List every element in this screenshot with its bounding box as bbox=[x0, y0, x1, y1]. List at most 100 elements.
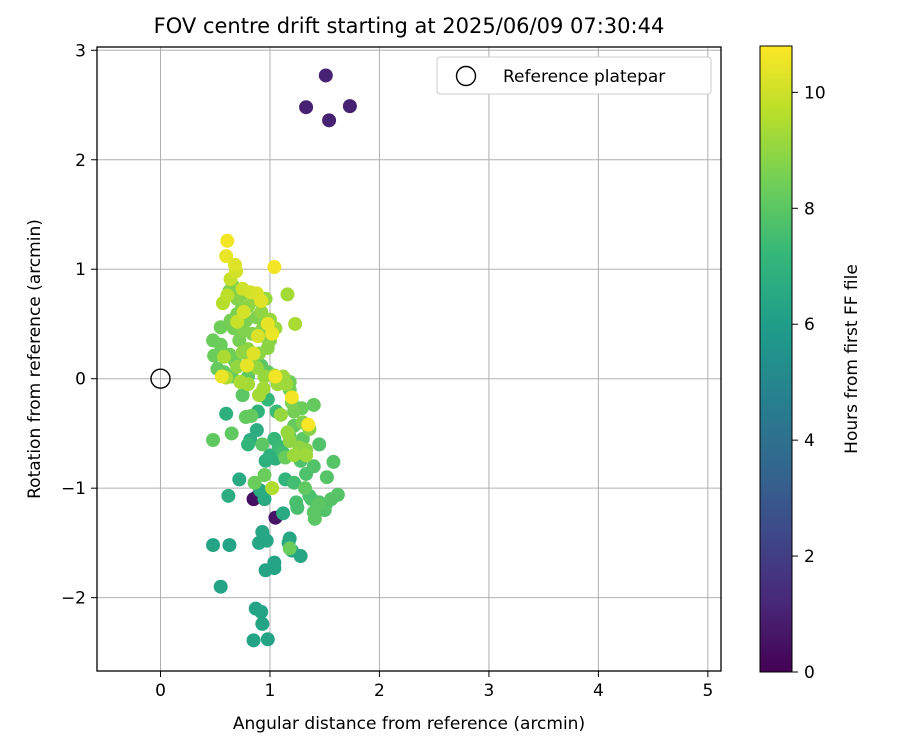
data-point bbox=[287, 448, 302, 463]
data-point bbox=[257, 468, 272, 483]
x-tick-label: 2 bbox=[374, 681, 385, 701]
reference-marker-group bbox=[150, 368, 171, 389]
colorbar-tick-label: 2 bbox=[804, 547, 815, 567]
data-point bbox=[301, 417, 316, 432]
data-point bbox=[227, 257, 242, 272]
data-point bbox=[279, 377, 294, 392]
data-point bbox=[206, 333, 221, 348]
data-point bbox=[233, 374, 248, 389]
data-point bbox=[236, 304, 251, 319]
data-point bbox=[299, 100, 314, 115]
chart-title: FOV centre drift starting at 2025/06/09 … bbox=[154, 14, 665, 38]
plot-frame bbox=[96, 46, 722, 672]
colorbar-tick-label: 8 bbox=[804, 199, 815, 219]
data-point bbox=[244, 408, 259, 423]
data-point bbox=[230, 314, 245, 329]
colorbar-tick-label: 10 bbox=[804, 83, 826, 103]
data-point bbox=[311, 497, 326, 512]
data-point bbox=[319, 470, 334, 485]
data-point bbox=[307, 511, 322, 526]
data-point bbox=[265, 481, 280, 496]
data-point bbox=[239, 358, 254, 373]
data-point bbox=[299, 448, 314, 463]
data-point bbox=[284, 390, 299, 405]
colorbar-tick-label: 0 bbox=[804, 663, 815, 683]
y-tick-label: 0 bbox=[75, 370, 86, 390]
data-point bbox=[262, 448, 277, 463]
data-point bbox=[250, 329, 265, 344]
colorbar-ticks: 0 2 4 6 8 10 bbox=[792, 83, 826, 683]
data-point bbox=[267, 555, 282, 570]
data-point bbox=[260, 632, 275, 647]
data-point bbox=[288, 316, 303, 331]
legend-entry-reference-platepar: Reference platepar bbox=[503, 67, 665, 87]
data-point bbox=[206, 538, 221, 553]
data-point bbox=[287, 475, 302, 490]
data-point bbox=[241, 437, 256, 452]
data-point bbox=[306, 459, 321, 474]
colorbar-gradient bbox=[759, 45, 793, 673]
data-point bbox=[220, 288, 235, 303]
data-point bbox=[232, 472, 247, 487]
data-point bbox=[257, 492, 272, 507]
data-point bbox=[282, 541, 297, 556]
data-point bbox=[267, 260, 282, 275]
data-point bbox=[306, 397, 321, 412]
data-point bbox=[252, 388, 267, 403]
data-point bbox=[273, 407, 288, 422]
data-point bbox=[265, 326, 280, 341]
data-point bbox=[249, 423, 264, 438]
colorbar: 0 2 4 6 8 10 Hours from first FF file bbox=[759, 45, 862, 683]
data-point bbox=[280, 425, 295, 440]
colorbar-tick-label: 6 bbox=[804, 315, 815, 335]
data-point bbox=[224, 426, 239, 441]
data-point bbox=[235, 388, 250, 403]
data-point bbox=[220, 233, 235, 248]
x-tick-label: 5 bbox=[702, 681, 713, 701]
data-point bbox=[318, 68, 333, 83]
colorbar-tick-label: 4 bbox=[804, 431, 815, 451]
y-tick-label: 3 bbox=[75, 41, 86, 61]
data-point bbox=[246, 346, 261, 361]
y-tick-label: 2 bbox=[75, 151, 86, 171]
x-tick-label: 3 bbox=[484, 681, 495, 701]
x-tick-label: 0 bbox=[155, 681, 166, 701]
y-axis-label: Rotation from reference (arcmin) bbox=[25, 219, 45, 499]
data-point bbox=[255, 616, 270, 631]
data-point bbox=[219, 406, 234, 421]
data-point bbox=[219, 249, 234, 264]
x-axis-ticks: 0 1 2 3 4 5 bbox=[155, 671, 713, 701]
y-tick-label: −1 bbox=[61, 479, 86, 499]
data-point bbox=[322, 113, 337, 128]
data-point bbox=[222, 538, 237, 553]
data-point bbox=[255, 437, 270, 452]
data-point bbox=[276, 506, 291, 521]
data-point bbox=[247, 475, 262, 490]
data-point bbox=[298, 481, 312, 496]
y-tick-label: −2 bbox=[61, 589, 86, 609]
data-point bbox=[268, 369, 283, 384]
data-point bbox=[221, 488, 236, 503]
data-point bbox=[254, 604, 269, 619]
data-point bbox=[256, 530, 271, 545]
data-point bbox=[213, 320, 228, 335]
grid bbox=[97, 47, 721, 671]
data-point bbox=[206, 433, 221, 448]
data-point bbox=[213, 579, 228, 594]
data-point bbox=[216, 349, 231, 364]
x-axis-label: Angular distance from reference (arcmin) bbox=[233, 714, 585, 734]
legend-box bbox=[436, 56, 712, 95]
data-point bbox=[330, 487, 345, 502]
x-tick-label: 4 bbox=[593, 681, 604, 701]
colorbar-label: Hours from first FF file bbox=[842, 264, 862, 454]
reference-platepar-marker bbox=[150, 368, 171, 389]
legend: Reference platepar bbox=[436, 56, 712, 95]
y-axis-ticks: −2 −1 0 1 2 3 bbox=[61, 41, 97, 609]
data-point bbox=[326, 454, 341, 469]
data-point bbox=[280, 287, 295, 302]
data-point bbox=[214, 369, 229, 384]
data-point bbox=[254, 293, 269, 308]
data-points bbox=[206, 68, 357, 648]
y-tick-label: 1 bbox=[75, 260, 86, 280]
